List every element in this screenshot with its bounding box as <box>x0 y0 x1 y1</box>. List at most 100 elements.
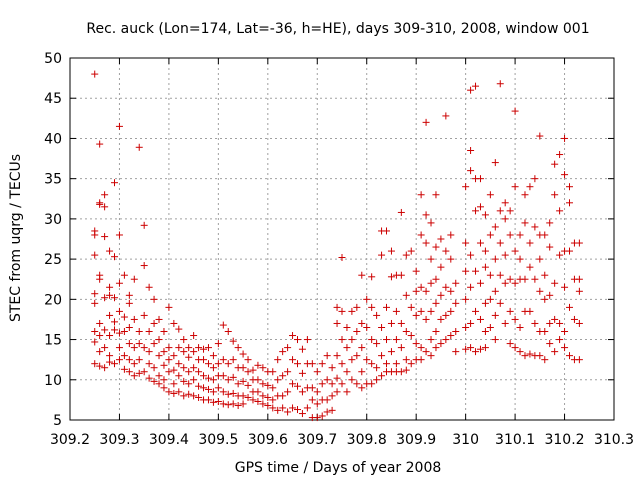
data-point <box>323 376 331 384</box>
data-point <box>195 393 203 401</box>
data-point <box>224 401 232 409</box>
data-point <box>140 368 148 376</box>
data-point <box>111 326 119 334</box>
data-point <box>284 368 292 376</box>
data-point <box>259 392 267 400</box>
data-point <box>417 307 425 315</box>
data-point <box>427 352 435 360</box>
data-point <box>407 247 415 255</box>
data-point <box>155 372 163 380</box>
data-point <box>501 199 509 207</box>
data-point <box>204 385 212 393</box>
data-point <box>333 303 341 311</box>
data-point <box>269 396 277 404</box>
data-point <box>180 348 188 356</box>
data-point <box>259 364 267 372</box>
data-point <box>229 337 237 345</box>
data-point <box>185 390 193 398</box>
data-point <box>298 369 306 377</box>
data-point <box>106 332 114 340</box>
data-point <box>185 353 193 361</box>
data-point <box>397 344 405 352</box>
data-point <box>101 203 109 211</box>
data-point <box>343 388 351 396</box>
data-point <box>368 360 376 368</box>
data-point <box>476 203 484 211</box>
data-point <box>383 336 391 344</box>
data-point <box>412 340 420 348</box>
data-point <box>565 247 573 255</box>
data-point <box>274 406 282 414</box>
data-point <box>516 348 524 356</box>
axis-ticks: 309.2 309.3 309.4 309.5 309.6 309.7 309.8 309.9… <box>44 51 634 448</box>
data-point <box>397 368 405 376</box>
data-point <box>313 400 321 408</box>
data-point <box>115 344 123 352</box>
x-tick-label: 310.1 <box>495 432 535 448</box>
data-point <box>373 376 381 384</box>
data-point <box>491 159 499 167</box>
data-point <box>338 254 346 262</box>
data-point <box>343 368 351 376</box>
data-point <box>511 315 519 323</box>
data-point <box>378 352 386 360</box>
data-point <box>274 376 282 384</box>
data-point <box>190 392 198 400</box>
data-point <box>239 364 247 372</box>
data-point <box>383 360 391 368</box>
data-point <box>120 313 128 321</box>
data-point <box>180 364 188 372</box>
data-point <box>348 307 356 315</box>
data-point <box>417 356 425 364</box>
data-point <box>165 388 173 396</box>
data-point <box>155 352 163 360</box>
data-point <box>536 255 544 263</box>
data-point <box>308 384 316 392</box>
data-point <box>491 336 499 344</box>
data-point <box>333 374 341 382</box>
data-point <box>170 319 178 327</box>
data-point <box>338 360 346 368</box>
data-point <box>91 360 99 368</box>
data-point <box>467 147 475 155</box>
data-point <box>353 380 361 388</box>
data-point <box>432 191 440 199</box>
data-point <box>115 231 123 239</box>
data-point <box>570 315 578 323</box>
data-point <box>279 348 287 356</box>
data-point <box>293 406 301 414</box>
data-point <box>323 408 331 416</box>
data-point <box>298 388 306 396</box>
data-point <box>313 388 321 396</box>
data-point <box>387 247 395 255</box>
data-point <box>378 372 386 380</box>
data-point <box>422 287 430 295</box>
data-point <box>462 183 470 191</box>
data-point <box>343 323 351 331</box>
data-point <box>353 303 361 311</box>
data-point <box>234 344 242 352</box>
data-point <box>264 402 272 410</box>
data-point <box>328 406 336 414</box>
data-point <box>125 291 133 299</box>
data-point <box>353 352 361 360</box>
data-point <box>254 397 262 405</box>
data-point <box>91 338 99 346</box>
data-point <box>130 360 138 368</box>
data-point <box>422 211 430 219</box>
data-point <box>111 360 119 368</box>
data-point <box>289 404 297 412</box>
data-point <box>239 392 247 400</box>
data-point <box>298 345 306 353</box>
y-tick-label: 35 <box>44 172 62 188</box>
data-point <box>170 366 178 374</box>
data-point <box>387 319 395 327</box>
y-tick-label: 15 <box>44 333 62 349</box>
x-tick-label: 309.2 <box>50 432 90 448</box>
data-point <box>155 336 163 344</box>
data-point <box>284 408 292 416</box>
data-point <box>279 372 287 380</box>
data-point <box>432 243 440 251</box>
y-tick-label: 10 <box>44 373 62 389</box>
data-point <box>175 344 183 352</box>
